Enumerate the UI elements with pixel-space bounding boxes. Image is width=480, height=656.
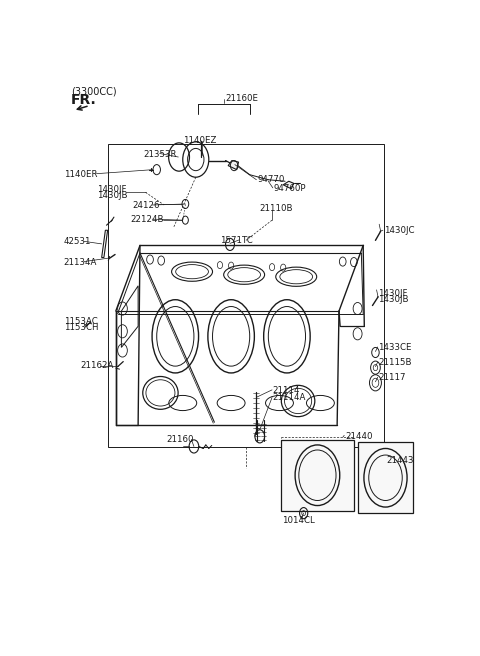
Text: 21110B: 21110B — [259, 204, 292, 213]
Text: 1153CH: 1153CH — [64, 323, 98, 332]
Text: 21353R: 21353R — [144, 150, 177, 159]
Text: 1014CL: 1014CL — [282, 516, 315, 525]
Polygon shape — [283, 181, 294, 189]
Text: 21162A: 21162A — [81, 361, 114, 370]
Bar — [358, 442, 413, 513]
Text: 22124B: 22124B — [131, 215, 164, 224]
Text: 21440: 21440 — [345, 432, 372, 441]
Text: 21443: 21443 — [386, 456, 414, 465]
Text: 21114: 21114 — [273, 386, 300, 395]
Text: 21114A: 21114A — [273, 394, 306, 402]
Text: 1430JF: 1430JF — [97, 186, 127, 194]
Text: 21134A: 21134A — [64, 258, 97, 266]
Text: 1140EZ: 1140EZ — [183, 136, 216, 145]
Polygon shape — [228, 161, 239, 170]
Text: 1140ER: 1140ER — [64, 170, 97, 179]
Text: 21117: 21117 — [378, 373, 406, 382]
Text: 1430JB: 1430JB — [97, 192, 128, 200]
Text: 21160E: 21160E — [226, 94, 259, 104]
Circle shape — [364, 449, 407, 507]
Text: 1571TC: 1571TC — [220, 236, 252, 245]
Text: 94760P: 94760P — [274, 184, 306, 194]
Text: 21160: 21160 — [166, 436, 193, 444]
Text: (3300CC): (3300CC) — [71, 87, 117, 97]
Text: 1430JF: 1430JF — [378, 289, 408, 298]
Text: 94770: 94770 — [257, 175, 285, 184]
Text: FR.: FR. — [71, 93, 97, 108]
Text: 1430JB: 1430JB — [378, 295, 409, 304]
Text: 24126: 24126 — [132, 201, 160, 210]
Text: 42531: 42531 — [64, 237, 91, 246]
Bar — [281, 440, 354, 510]
Bar — [108, 144, 384, 447]
Text: 1153AC: 1153AC — [64, 317, 97, 325]
Text: 1430JC: 1430JC — [384, 226, 414, 235]
Text: 21115B: 21115B — [378, 358, 412, 367]
Circle shape — [295, 445, 340, 506]
Text: 1433CE: 1433CE — [378, 343, 412, 352]
